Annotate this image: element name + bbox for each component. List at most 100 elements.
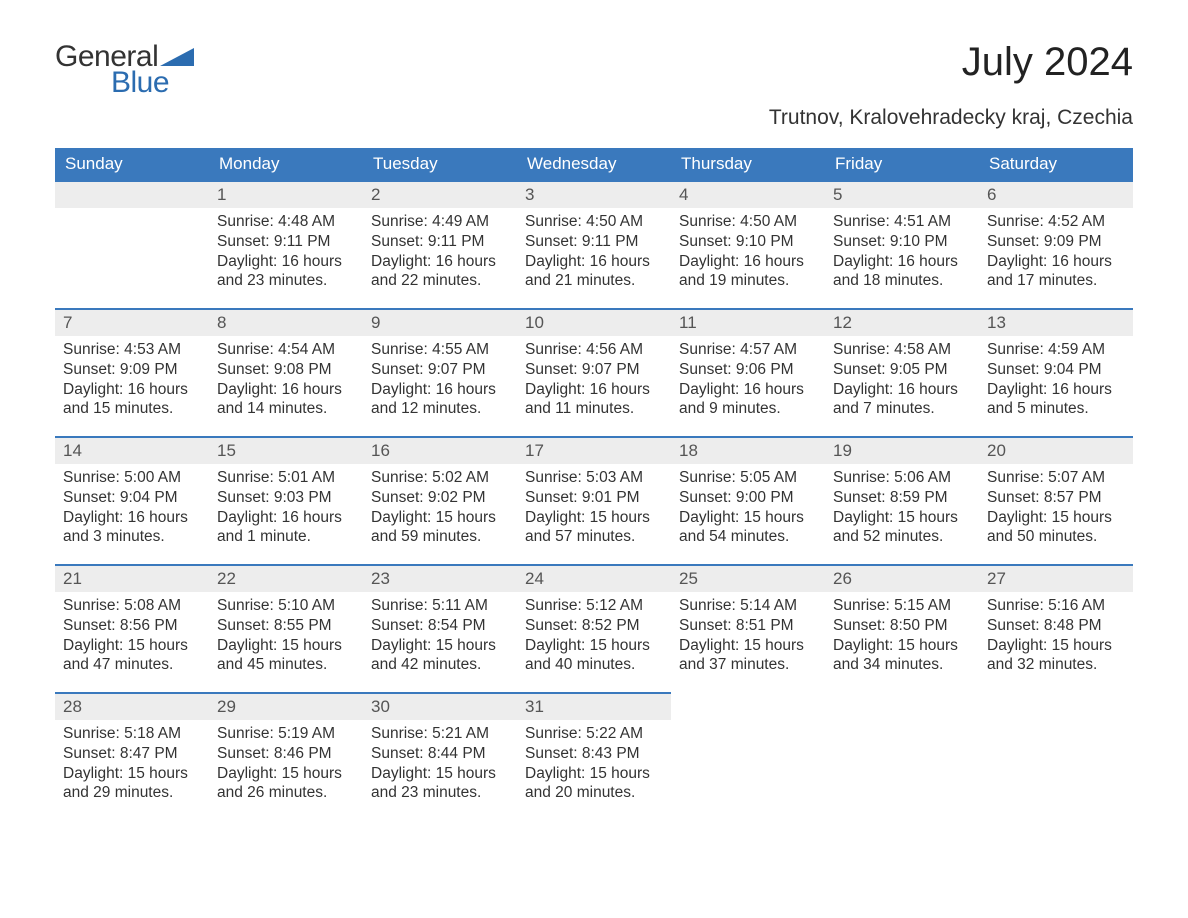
daylight-text: Daylight: 16 hours and 22 minutes. bbox=[371, 252, 509, 292]
day-details: Sunrise: 4:50 AMSunset: 9:11 PMDaylight:… bbox=[517, 208, 671, 297]
day-number: 30 bbox=[363, 692, 517, 720]
calendar-cell: 24Sunrise: 5:12 AMSunset: 8:52 PMDayligh… bbox=[517, 564, 671, 692]
daylight-text: Daylight: 16 hours and 23 minutes. bbox=[217, 252, 355, 292]
day-details: Sunrise: 4:48 AMSunset: 9:11 PMDaylight:… bbox=[209, 208, 363, 297]
sunset-text: Sunset: 8:46 PM bbox=[217, 744, 355, 764]
day-details: Sunrise: 5:15 AMSunset: 8:50 PMDaylight:… bbox=[825, 592, 979, 681]
sunrise-text: Sunrise: 5:14 AM bbox=[679, 596, 817, 616]
sunrise-text: Sunrise: 4:52 AM bbox=[987, 212, 1125, 232]
sunset-text: Sunset: 8:56 PM bbox=[63, 616, 201, 636]
day-details: Sunrise: 5:18 AMSunset: 8:47 PMDaylight:… bbox=[55, 720, 209, 809]
calendar-cell: 7Sunrise: 4:53 AMSunset: 9:09 PMDaylight… bbox=[55, 308, 209, 436]
daylight-text: Daylight: 15 hours and 23 minutes. bbox=[371, 764, 509, 804]
weekday-thursday: Thursday bbox=[671, 148, 825, 180]
daylight-text: Daylight: 15 hours and 20 minutes. bbox=[525, 764, 663, 804]
daylight-text: Daylight: 15 hours and 59 minutes. bbox=[371, 508, 509, 548]
day-number: 21 bbox=[55, 564, 209, 592]
daylight-text: Daylight: 15 hours and 37 minutes. bbox=[679, 636, 817, 676]
day-number: 28 bbox=[55, 692, 209, 720]
day-number: 26 bbox=[825, 564, 979, 592]
sunset-text: Sunset: 9:05 PM bbox=[833, 360, 971, 380]
daylight-text: Daylight: 16 hours and 5 minutes. bbox=[987, 380, 1125, 420]
day-details: Sunrise: 4:58 AMSunset: 9:05 PMDaylight:… bbox=[825, 336, 979, 425]
day-details: Sunrise: 5:08 AMSunset: 8:56 PMDaylight:… bbox=[55, 592, 209, 681]
weekday-header-row: SundayMondayTuesdayWednesdayThursdayFrid… bbox=[55, 148, 1133, 180]
day-details: Sunrise: 5:16 AMSunset: 8:48 PMDaylight:… bbox=[979, 592, 1133, 681]
calendar-cell: 22Sunrise: 5:10 AMSunset: 8:55 PMDayligh… bbox=[209, 564, 363, 692]
calendar-cell: 25Sunrise: 5:14 AMSunset: 8:51 PMDayligh… bbox=[671, 564, 825, 692]
sunrise-text: Sunrise: 5:11 AM bbox=[371, 596, 509, 616]
calendar-table: SundayMondayTuesdayWednesdayThursdayFrid… bbox=[55, 148, 1133, 820]
sunset-text: Sunset: 8:51 PM bbox=[679, 616, 817, 636]
day-details: Sunrise: 4:51 AMSunset: 9:10 PMDaylight:… bbox=[825, 208, 979, 297]
sunrise-text: Sunrise: 4:50 AM bbox=[679, 212, 817, 232]
day-details: Sunrise: 5:06 AMSunset: 8:59 PMDaylight:… bbox=[825, 464, 979, 553]
day-details: Sunrise: 5:14 AMSunset: 8:51 PMDaylight:… bbox=[671, 592, 825, 681]
day-number: 16 bbox=[363, 436, 517, 464]
sunrise-text: Sunrise: 4:55 AM bbox=[371, 340, 509, 360]
calendar-cell: 18Sunrise: 5:05 AMSunset: 9:00 PMDayligh… bbox=[671, 436, 825, 564]
day-number: 23 bbox=[363, 564, 517, 592]
sunrise-text: Sunrise: 4:53 AM bbox=[63, 340, 201, 360]
day-details: Sunrise: 4:56 AMSunset: 9:07 PMDaylight:… bbox=[517, 336, 671, 425]
sunset-text: Sunset: 8:48 PM bbox=[987, 616, 1125, 636]
daylight-text: Daylight: 16 hours and 11 minutes. bbox=[525, 380, 663, 420]
calendar-cell: 8Sunrise: 4:54 AMSunset: 9:08 PMDaylight… bbox=[209, 308, 363, 436]
sunrise-text: Sunrise: 4:51 AM bbox=[833, 212, 971, 232]
daylight-text: Daylight: 15 hours and 29 minutes. bbox=[63, 764, 201, 804]
sunset-text: Sunset: 9:10 PM bbox=[679, 232, 817, 252]
calendar-cell: 4Sunrise: 4:50 AMSunset: 9:10 PMDaylight… bbox=[671, 180, 825, 308]
day-details: Sunrise: 4:49 AMSunset: 9:11 PMDaylight:… bbox=[363, 208, 517, 297]
sunset-text: Sunset: 8:59 PM bbox=[833, 488, 971, 508]
weekday-saturday: Saturday bbox=[979, 148, 1133, 180]
sunrise-text: Sunrise: 5:00 AM bbox=[63, 468, 201, 488]
calendar-cell: 5Sunrise: 4:51 AMSunset: 9:10 PMDaylight… bbox=[825, 180, 979, 308]
day-number: 8 bbox=[209, 308, 363, 336]
sunset-text: Sunset: 9:00 PM bbox=[679, 488, 817, 508]
weekday-sunday: Sunday bbox=[55, 148, 209, 180]
sunrise-text: Sunrise: 4:48 AM bbox=[217, 212, 355, 232]
day-number: 3 bbox=[517, 180, 671, 208]
day-details: Sunrise: 5:01 AMSunset: 9:03 PMDaylight:… bbox=[209, 464, 363, 553]
sunrise-text: Sunrise: 5:12 AM bbox=[525, 596, 663, 616]
daylight-text: Daylight: 16 hours and 21 minutes. bbox=[525, 252, 663, 292]
calendar-cell: 17Sunrise: 5:03 AMSunset: 9:01 PMDayligh… bbox=[517, 436, 671, 564]
day-number: 17 bbox=[517, 436, 671, 464]
calendar-cell: 10Sunrise: 4:56 AMSunset: 9:07 PMDayligh… bbox=[517, 308, 671, 436]
day-number: 12 bbox=[825, 308, 979, 336]
day-head-empty bbox=[55, 180, 209, 208]
sunset-text: Sunset: 9:07 PM bbox=[371, 360, 509, 380]
day-details: Sunrise: 4:54 AMSunset: 9:08 PMDaylight:… bbox=[209, 336, 363, 425]
daylight-text: Daylight: 16 hours and 14 minutes. bbox=[217, 380, 355, 420]
daylight-text: Daylight: 15 hours and 34 minutes. bbox=[833, 636, 971, 676]
daylight-text: Daylight: 16 hours and 1 minute. bbox=[217, 508, 355, 548]
day-number: 10 bbox=[517, 308, 671, 336]
calendar-cell: 20Sunrise: 5:07 AMSunset: 8:57 PMDayligh… bbox=[979, 436, 1133, 564]
day-details: Sunrise: 5:12 AMSunset: 8:52 PMDaylight:… bbox=[517, 592, 671, 681]
day-number: 20 bbox=[979, 436, 1133, 464]
sunset-text: Sunset: 9:01 PM bbox=[525, 488, 663, 508]
sunrise-text: Sunrise: 4:59 AM bbox=[987, 340, 1125, 360]
sunrise-text: Sunrise: 4:50 AM bbox=[525, 212, 663, 232]
day-details: Sunrise: 4:55 AMSunset: 9:07 PMDaylight:… bbox=[363, 336, 517, 425]
sunset-text: Sunset: 8:52 PM bbox=[525, 616, 663, 636]
sunset-text: Sunset: 9:06 PM bbox=[679, 360, 817, 380]
sunrise-text: Sunrise: 5:05 AM bbox=[679, 468, 817, 488]
calendar-cell: 3Sunrise: 4:50 AMSunset: 9:11 PMDaylight… bbox=[517, 180, 671, 308]
calendar-cell bbox=[979, 692, 1133, 820]
sunrise-text: Sunrise: 4:56 AM bbox=[525, 340, 663, 360]
day-details: Sunrise: 5:21 AMSunset: 8:44 PMDaylight:… bbox=[363, 720, 517, 809]
daylight-text: Daylight: 16 hours and 19 minutes. bbox=[679, 252, 817, 292]
sunset-text: Sunset: 9:07 PM bbox=[525, 360, 663, 380]
daylight-text: Daylight: 15 hours and 54 minutes. bbox=[679, 508, 817, 548]
daylight-text: Daylight: 15 hours and 40 minutes. bbox=[525, 636, 663, 676]
day-number: 5 bbox=[825, 180, 979, 208]
daylight-text: Daylight: 15 hours and 57 minutes. bbox=[525, 508, 663, 548]
day-details: Sunrise: 5:02 AMSunset: 9:02 PMDaylight:… bbox=[363, 464, 517, 553]
day-details: Sunrise: 5:03 AMSunset: 9:01 PMDaylight:… bbox=[517, 464, 671, 553]
sunset-text: Sunset: 9:02 PM bbox=[371, 488, 509, 508]
day-number: 2 bbox=[363, 180, 517, 208]
day-number: 15 bbox=[209, 436, 363, 464]
day-number: 24 bbox=[517, 564, 671, 592]
calendar-cell: 11Sunrise: 4:57 AMSunset: 9:06 PMDayligh… bbox=[671, 308, 825, 436]
